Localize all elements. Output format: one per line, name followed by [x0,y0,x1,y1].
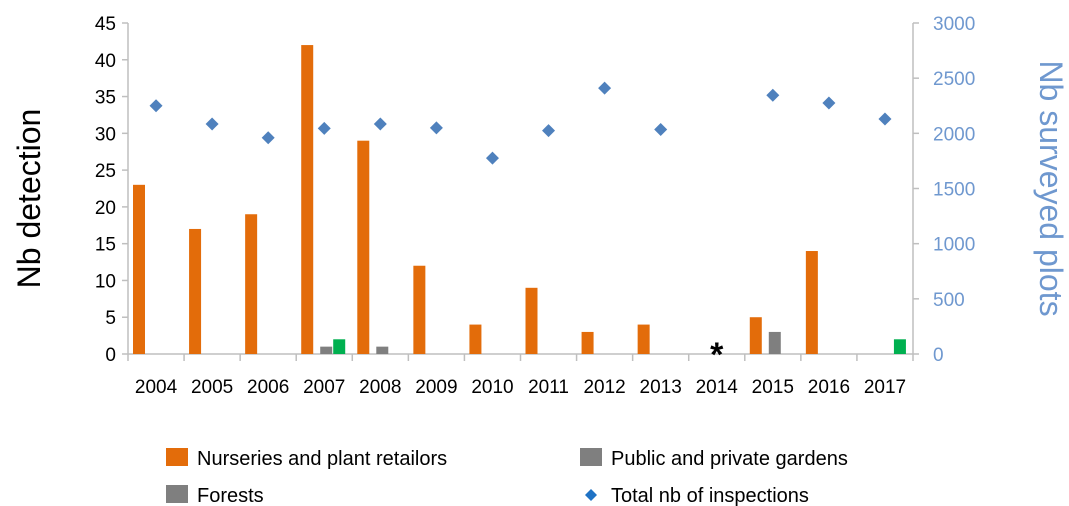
inspection-point [598,81,612,95]
inspection-point [542,124,556,138]
x-tick-label: 2009 [415,377,457,398]
left-tick-labels: 0 5 10 15 20 25 30 35 40 45 [95,14,128,366]
legend-label-public-and-private-gardens: Public and private gardens [611,448,848,470]
right-tick-label: 500 [933,290,965,311]
right-tick-label: 3000 [933,14,975,35]
right-tick-label: 0 [933,345,944,366]
x-tick-label: 2011 [528,377,569,398]
inspection-point [654,122,668,136]
bar-nurseries-and-plant-retailors [301,45,314,355]
legend-label-total-nb-of-inspections: Total nb of inspections [611,485,809,506]
bar-nurseries-and-plant-retailors [525,287,538,354]
legend-marker-forests [166,485,188,503]
bar-public-and-private-gardens [768,331,781,354]
left-tick-label: 40 [95,51,116,72]
bar-nurseries-and-plant-retailors [189,228,202,354]
legend-marker-nurseries-and-plant-retailors [166,448,188,466]
x-tick-label: 2014 [696,377,739,398]
bar-public-and-private-gardens [320,346,333,354]
inspection-point [373,117,387,131]
left-tick-label: 15 [95,235,116,256]
inspection-point [317,121,331,135]
annotation-asterisk: * [710,336,724,374]
right-tick-label: 1500 [933,180,975,201]
right-tick-labels: 0 500 1000 1500 2000 2500 3000 [913,14,975,366]
legend-label-nurseries-and-plant-retailors: Nurseries and plant retailors [197,448,447,470]
inspection-point [429,121,443,135]
left-tick-label: 0 [105,345,116,366]
bar-nurseries-and-plant-retailors [133,184,145,354]
x-tick-label: 2007 [303,377,345,398]
left-tick-label: 45 [95,14,116,35]
y2-axis-title: Nb surveyed plots [1033,60,1069,316]
left-tick-label: 20 [95,198,116,219]
x-tick-labels: 2004 2005 2006 2007 2008 2009 2010 2011 2012 2013… [127,354,914,398]
legend-label-forests: Forests [197,485,264,506]
x-tick-label: 2015 [752,377,794,398]
x-tick-label: 2013 [640,377,682,398]
legend: Nurseries and plant retailors Public and … [166,448,848,506]
x-tick-label: 2005 [191,377,233,398]
x-tick-label: 2012 [583,377,625,398]
x-tick-label: 2008 [359,377,401,398]
x-tick-label: 2017 [864,377,906,398]
left-tick-label: 5 [105,308,116,329]
x-tick-label: 2016 [808,377,850,398]
bar-nurseries-and-plant-retailors [357,140,370,354]
bar-public-and-private-gardens [376,346,389,354]
bar-forests [333,339,346,354]
bar-nurseries-and-plant-retailors [637,324,650,354]
x-tick-label: 2006 [247,377,289,398]
inspection-point [261,131,275,145]
y-axis-title: Nb detection [11,109,47,289]
bar-nurseries-and-plant-retailors [469,324,482,354]
bar-nurseries-and-plant-retailors [413,265,426,354]
left-tick-label: 30 [95,124,116,145]
left-tick-label: 35 [95,88,116,109]
bar-nurseries-and-plant-retailors [805,251,818,354]
legend-marker-public-and-private-gardens [580,448,602,466]
bars [133,45,906,355]
x-tick-label: 2010 [471,377,513,398]
inspection-point [878,112,892,126]
left-tick-label: 25 [95,161,116,182]
x-tick-label: 2004 [135,377,178,398]
right-tick-label: 2500 [933,69,975,90]
inspection-point [485,151,499,165]
inspection-point [205,117,219,131]
left-tick-label: 10 [95,271,116,292]
right-tick-label: 2000 [933,124,975,145]
bar-nurseries-and-plant-retailors [245,214,258,354]
inspection-point [822,96,836,110]
inspection-point [149,99,163,113]
right-tick-label: 1000 [933,235,975,256]
bar-nurseries-and-plant-retailors [581,331,594,354]
points [149,81,892,165]
legend-marker-total-nb-of-inspections [585,489,597,501]
inspection-point [766,88,780,102]
bar-forests [893,339,906,354]
bar-nurseries-and-plant-retailors [749,317,762,354]
